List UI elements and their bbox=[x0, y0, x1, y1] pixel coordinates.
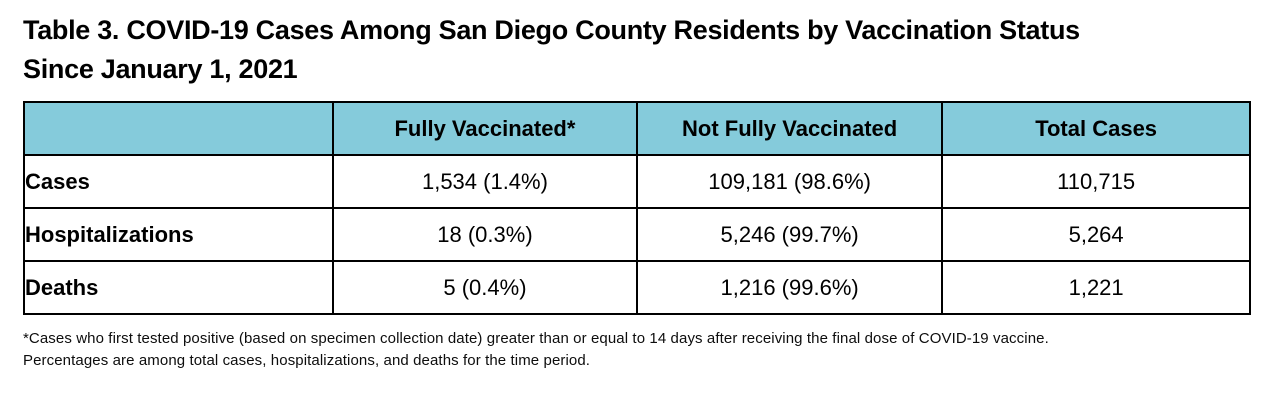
table-row-deaths: Deaths 5 (0.4%) 1,216 (99.6%) 1,221 bbox=[23, 260, 1251, 315]
row-label-hospitalizations: Hospitalizations bbox=[23, 207, 334, 262]
footnote-line1: *Cases who first tested positive (based … bbox=[23, 330, 1049, 347]
table-row-cases: Cases 1,534 (1.4%) 109,181 (98.6%) 110,7… bbox=[23, 154, 1251, 209]
row-label-cases: Cases bbox=[23, 154, 334, 209]
hospitalizations-not-fully-vaccinated-value: 5,246 (99.7%) bbox=[635, 207, 944, 262]
deaths-total-value: 1,221 bbox=[941, 260, 1251, 315]
table-title-line2: Since January 1, 2021 bbox=[23, 54, 298, 84]
cases-not-fully-vaccinated-value: 109,181 (98.6%) bbox=[635, 154, 944, 209]
cases-total-value: 110,715 bbox=[941, 154, 1251, 209]
footnote-line2: Percentages are among total cases, hospi… bbox=[23, 352, 591, 369]
header-cell-not-fully-vaccinated: Not Fully Vaccinated bbox=[635, 101, 944, 156]
covid-vaccination-status-table: Fully Vaccinated* Not Fully Vaccinated T… bbox=[23, 101, 1251, 315]
table-row-hospitalizations: Hospitalizations 18 (0.3%) 5,246 (99.7%)… bbox=[23, 207, 1251, 262]
header-cell-total-cases: Total Cases bbox=[941, 101, 1251, 156]
table-title: Table 3. COVID-19 Cases Among San Diego … bbox=[23, 11, 1258, 89]
header-cell-fully-vaccinated: Fully Vaccinated* bbox=[331, 101, 638, 156]
header-cell-empty bbox=[23, 101, 334, 156]
footnote: *Cases who first tested positive (based … bbox=[23, 328, 1258, 372]
table-title-line1: Table 3. COVID-19 Cases Among San Diego … bbox=[23, 15, 1080, 45]
row-label-deaths: Deaths bbox=[23, 260, 334, 315]
cases-fully-vaccinated-value: 1,534 (1.4%) bbox=[331, 154, 638, 209]
deaths-fully-vaccinated-value: 5 (0.4%) bbox=[331, 260, 638, 315]
table-header-row: Fully Vaccinated* Not Fully Vaccinated T… bbox=[23, 101, 1251, 156]
content-area: Table 3. COVID-19 Cases Among San Diego … bbox=[23, 11, 1258, 372]
deaths-not-fully-vaccinated-value: 1,216 (99.6%) bbox=[635, 260, 944, 315]
hospitalizations-fully-vaccinated-value: 18 (0.3%) bbox=[331, 207, 638, 262]
hospitalizations-total-value: 5,264 bbox=[941, 207, 1251, 262]
